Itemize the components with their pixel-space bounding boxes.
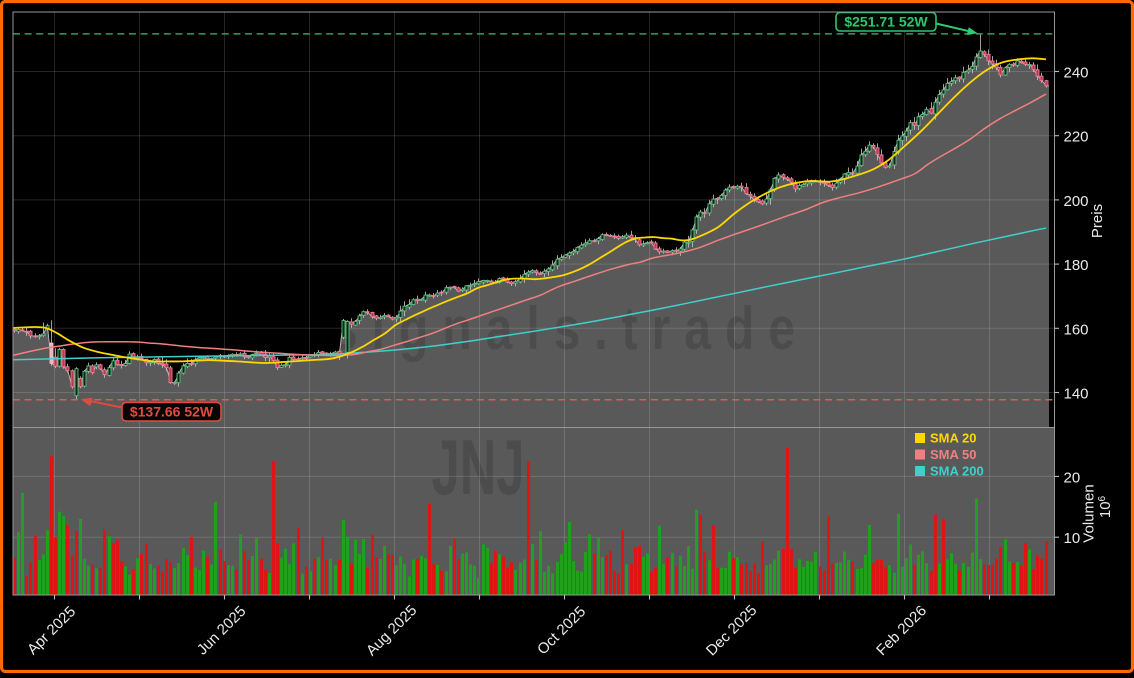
svg-text:20: 20	[1064, 469, 1081, 486]
svg-text:140: 140	[1064, 386, 1089, 403]
svg-text:200: 200	[1064, 193, 1089, 210]
svg-text:160: 160	[1064, 321, 1089, 338]
svg-text:$251.71 52W: $251.71 52W	[844, 14, 928, 30]
svg-text:JNJ: JNJ	[432, 423, 525, 511]
svg-text:$137.66 52W: $137.66 52W	[130, 404, 214, 420]
svg-text:SMA 50: SMA 50	[930, 447, 976, 462]
svg-text:180: 180	[1064, 257, 1089, 274]
svg-text:240: 240	[1064, 65, 1089, 82]
svg-text:Preis: Preis	[1089, 204, 1106, 238]
svg-text:SMA 20: SMA 20	[930, 431, 976, 446]
svg-text:Volumen: Volumen	[1081, 484, 1098, 542]
svg-text:10: 10	[1064, 530, 1081, 547]
svg-text:SMA 200: SMA 200	[930, 464, 984, 479]
svg-text:220: 220	[1064, 129, 1089, 146]
